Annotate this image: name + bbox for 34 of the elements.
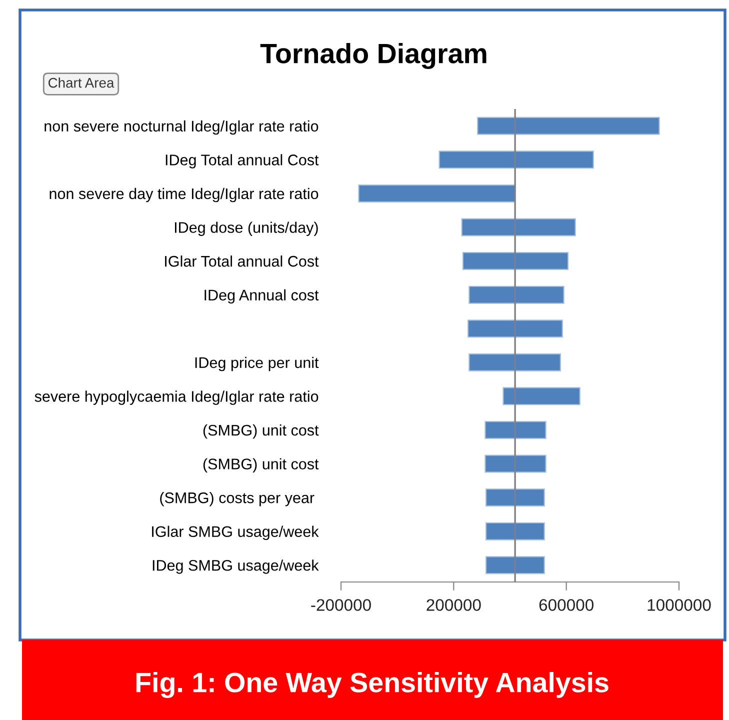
bar <box>462 252 569 270</box>
y-tick-label: IDeg SMBG usage/week <box>152 560 319 574</box>
bar <box>438 150 594 169</box>
y-tick-label: (SMBG) unit cost <box>203 424 319 439</box>
bar <box>486 522 545 540</box>
y-tick-label: IDeg Total annual Cost <box>166 154 319 168</box>
bar <box>484 420 546 439</box>
y-tick-label: severe hypoglycaemia Ideg/Iglar rate ratio <box>34 390 318 405</box>
x-tick-label: 600000 <box>539 599 594 611</box>
y-tick-label: IDeg price per unit <box>195 356 319 372</box>
y-tick-label: (SMBG) unit cost <box>203 458 319 472</box>
bar <box>461 218 576 236</box>
chart-title: Tornado Diagram <box>260 42 486 70</box>
bar <box>468 286 564 304</box>
bar <box>468 353 561 372</box>
x-tick-label: -200000 <box>311 599 371 611</box>
bar <box>467 320 563 338</box>
bar <box>502 387 580 406</box>
text: Chart Area <box>48 78 114 88</box>
y-tick-label: IDeg Annual cost <box>204 289 319 304</box>
y-tick-label: (SMBG) costs per year <box>160 492 314 506</box>
bar <box>477 116 660 135</box>
y-tick-label: non severe nocturnal Ideg/Iglar rate ratio <box>44 120 318 135</box>
y-tick-label: IGlar SMBG usage/week <box>152 526 319 540</box>
caption: Fig. 1: One Way Sensitivity Analysis <box>136 672 608 698</box>
x-tick-label: 1000000 <box>648 599 711 611</box>
bar <box>486 488 545 507</box>
y-tick-label: IDeg dose (units/day) <box>174 222 318 236</box>
y-tick-label: IGlar Total annual Cost <box>165 256 319 267</box>
bar <box>358 184 516 202</box>
x-tick-label: 200000 <box>426 599 481 611</box>
y-tick-label: non severe day time Ideg/Iglar rate ratio <box>50 188 318 202</box>
bar <box>484 454 546 473</box>
bar <box>486 556 545 574</box>
